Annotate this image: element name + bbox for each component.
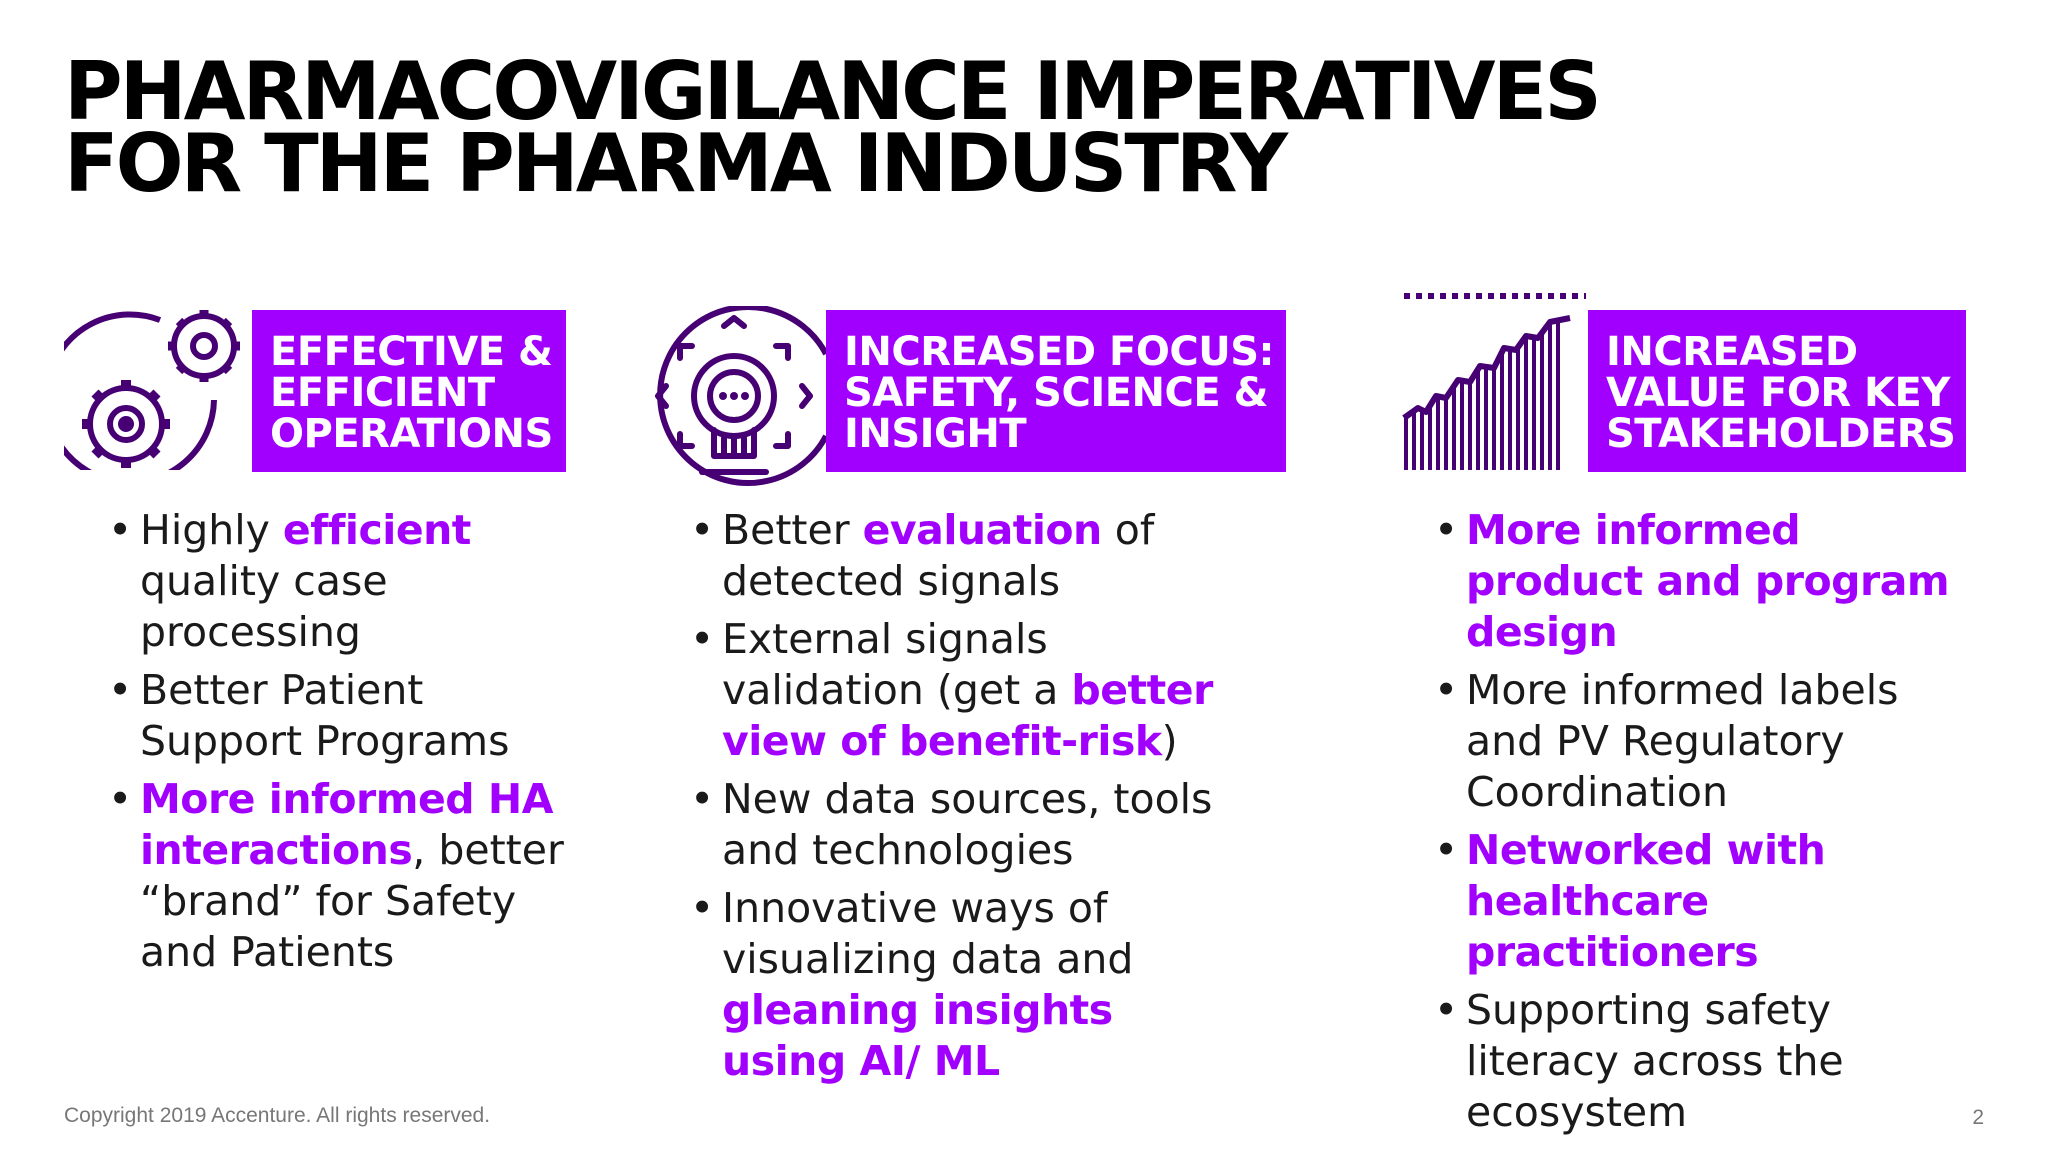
highlighted-text: Networked with healthcare practitioners: [1466, 826, 1826, 976]
growth-bar-chart-icon: [1402, 293, 1586, 470]
bullet-item: Highly efficient quality case processing: [108, 505, 578, 658]
heading-line: VALUE FOR KEY: [1606, 370, 1950, 416]
heading-line: INCREASED: [1606, 329, 1858, 375]
bullet-text: Innovative ways of visualizing data and: [722, 884, 1134, 983]
page-title-line-1: PHARMACOVIGILANCE IMPERATIVES: [64, 45, 1602, 138]
bullet-item: New data sources, tools and technologies: [690, 774, 1250, 876]
highlighted-text: More informed HA interactions: [140, 775, 553, 874]
gears-icon: [64, 310, 240, 470]
heading-banner-focus: INCREASED FOCUS: SAFETY, SCIENCE & INSIG…: [826, 310, 1286, 472]
highlighted-text: gleaning insights using AI/ ML: [722, 986, 1113, 1085]
bullet-text: Highly: [140, 506, 283, 554]
bullet-text: Better: [722, 506, 863, 554]
bullet-text: , better “brand” for Safety and Patients: [140, 826, 564, 976]
bullet-item: More informed HA interactions, better “b…: [108, 774, 578, 978]
highlighted-text: evaluation: [862, 506, 1103, 554]
highlighted-text: better view of benefit-risk: [722, 666, 1213, 765]
bullet-text: Supporting safety literacy across the ec…: [1466, 986, 1844, 1136]
bullet-item: More informed product and program design: [1434, 505, 1974, 658]
lightbulb-focus-icon: [655, 306, 826, 486]
bullet-text: External signals validation (get a: [722, 615, 1072, 714]
bullet-item: Better Patient Support Programs: [108, 665, 578, 767]
page-title-line-2: FOR THE PHARMA INDUSTRY: [64, 117, 1288, 210]
bullet-list-focus: Better evaluation of detected signalsExt…: [690, 505, 1250, 1094]
bullet-item: Better evaluation of detected signals: [690, 505, 1250, 607]
bullet-list-value: More informed product and program design…: [1434, 505, 1974, 1145]
bullet-item: External signals validation (get a bette…: [690, 614, 1250, 767]
bullet-item: Innovative ways of visualizing data and …: [690, 883, 1250, 1087]
highlighted-text: More informed product and program design: [1466, 506, 1950, 656]
heading-banner-value: INCREASED VALUE FOR KEY STAKEHOLDERS: [1588, 310, 1966, 472]
bullet-text: quality case processing: [140, 557, 388, 656]
heading-line: EFFECTIVE &: [270, 329, 553, 375]
bullet-text: New data sources, tools and technologies: [722, 775, 1213, 874]
heading-line: STAKEHOLDERS: [1606, 411, 1956, 457]
heading-line: INSIGHT: [844, 411, 1027, 457]
bullet-list-operations: Highly efficient quality case processing…: [108, 505, 578, 985]
highlighted-text: efficient: [282, 506, 472, 554]
page-number: 2: [1972, 1106, 1984, 1129]
bullet-text: of detected signals: [722, 506, 1155, 605]
bullet-text: ): [1161, 717, 1178, 765]
bullet-item: Networked with healthcare practitioners: [1434, 825, 1974, 978]
heading-banner-operations: EFFECTIVE & EFFICIENT OPERATIONS: [252, 310, 566, 472]
bullet-text: More informed labels and PV Regulatory C…: [1466, 666, 1899, 816]
bullet-item: Supporting safety literacy across the ec…: [1434, 985, 1974, 1138]
page-title: PHARMACOVIGILANCE IMPERATIVES FOR THE PH…: [64, 45, 1964, 210]
bullet-text: Better Patient Support Programs: [140, 666, 510, 765]
heading-line: INCREASED FOCUS:: [844, 329, 1275, 375]
heading-line: EFFICIENT: [270, 370, 495, 416]
bullet-item: More informed labels and PV Regulatory C…: [1434, 665, 1974, 818]
heading-line: SAFETY, SCIENCE &: [844, 370, 1269, 416]
heading-line: OPERATIONS: [270, 411, 553, 457]
copyright-notice: Copyright 2019 Accenture. All rights res…: [64, 1104, 491, 1127]
